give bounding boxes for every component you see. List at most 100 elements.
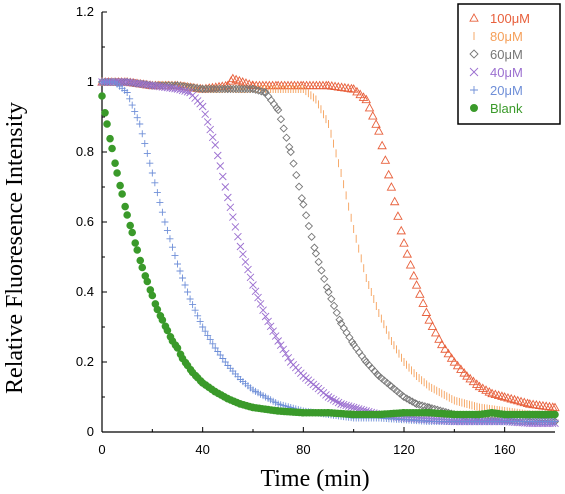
x-tick-label: 0: [98, 442, 105, 457]
legend-box: [457, 3, 561, 125]
data-point: [310, 243, 319, 252]
data-point: [243, 84, 252, 94]
data-point: [201, 84, 210, 94]
data-point: [179, 274, 187, 282]
data-point: [108, 144, 116, 153]
data-point: [383, 169, 394, 179]
data-point: [171, 84, 179, 93]
data-point: [279, 345, 288, 354]
data-point: [194, 312, 202, 320]
data-point: [209, 84, 218, 94]
data-point: [184, 288, 192, 296]
data-point: [371, 119, 381, 128]
data-point: [254, 86, 263, 95]
data-point: [251, 287, 260, 296]
data-point: [281, 349, 290, 358]
data-point: [98, 92, 106, 100]
data-point: [128, 101, 136, 109]
data-point: [101, 109, 109, 117]
data-point: [212, 84, 221, 94]
data-point: [204, 84, 213, 94]
data-point: [329, 395, 338, 404]
data-point: [424, 315, 434, 324]
series-cross: [98, 78, 559, 428]
data-point: [465, 373, 475, 383]
data-point: [161, 218, 169, 226]
data-point: [251, 85, 260, 94]
data-point: [342, 401, 350, 410]
data-point: [234, 232, 242, 241]
data-point: [339, 323, 348, 333]
data-point: [128, 228, 136, 237]
data-point: [355, 348, 364, 357]
data-point: [201, 327, 209, 335]
y-tick-label: 0.4: [76, 284, 94, 299]
data-point: [221, 183, 230, 191]
data-point: [274, 105, 283, 115]
data-point: [352, 404, 361, 413]
x-axis-title: Time (min): [260, 466, 369, 492]
data-point: [357, 351, 367, 361]
legend-label: Blank: [490, 101, 523, 116]
data-point: [345, 333, 354, 342]
data-point: [279, 124, 288, 133]
data-point: [415, 289, 425, 298]
data-point: [131, 107, 139, 115]
legend-marker: [469, 49, 479, 59]
data-point: [286, 147, 295, 157]
data-point: [443, 348, 454, 358]
data-point: [449, 357, 460, 366]
x-tick-label: 40: [195, 442, 209, 457]
data-point: [220, 84, 229, 94]
data-point: [411, 280, 422, 289]
data-point: [232, 84, 241, 94]
y-axis: 0 0.2 0.4 0.6 0.8 1 1.2: [76, 4, 107, 439]
data-point: [254, 293, 262, 302]
data-point: [468, 376, 479, 386]
data-point: [261, 312, 270, 321]
data-point: [405, 259, 416, 269]
data-point: [126, 95, 134, 103]
data-point: [248, 84, 258, 94]
data-point: [111, 159, 119, 167]
data-point: [396, 225, 406, 235]
data-point: [189, 83, 199, 92]
legend-label: 80μM: [490, 29, 523, 44]
data-point: [198, 84, 207, 94]
data-point: [148, 169, 156, 177]
data-point: [143, 277, 152, 286]
legend-marker: [469, 67, 479, 77]
data-point: [226, 84, 235, 94]
legend-marker: [470, 104, 478, 112]
data-point: [204, 331, 212, 339]
data-point: [415, 400, 424, 409]
data-point: [289, 159, 298, 168]
data-point: [176, 85, 184, 94]
data-point: [166, 235, 174, 243]
data-point: [452, 360, 463, 370]
data-point: [374, 126, 384, 135]
data-point: [436, 339, 447, 349]
data-point: [304, 221, 314, 231]
data-point: [153, 305, 162, 314]
data-point: [236, 242, 245, 251]
data-point: [551, 410, 559, 419]
data-point: [158, 316, 167, 324]
data-point: [211, 141, 220, 149]
x-tick-label: 80: [296, 442, 310, 457]
data-point: [430, 327, 441, 337]
data-point: [377, 140, 387, 150]
data-point: [266, 96, 276, 105]
data-point: [337, 400, 345, 408]
legend-label: 60μM: [490, 47, 523, 62]
data-point: [138, 130, 146, 138]
data-point: [336, 319, 346, 328]
data-point: [335, 315, 344, 324]
data-point: [352, 344, 361, 353]
data-point: [301, 211, 311, 220]
data-point: [133, 246, 142, 254]
data-point: [158, 208, 166, 216]
data-point: [133, 114, 141, 122]
data-point: [237, 84, 246, 94]
series-diamond: [97, 77, 560, 426]
